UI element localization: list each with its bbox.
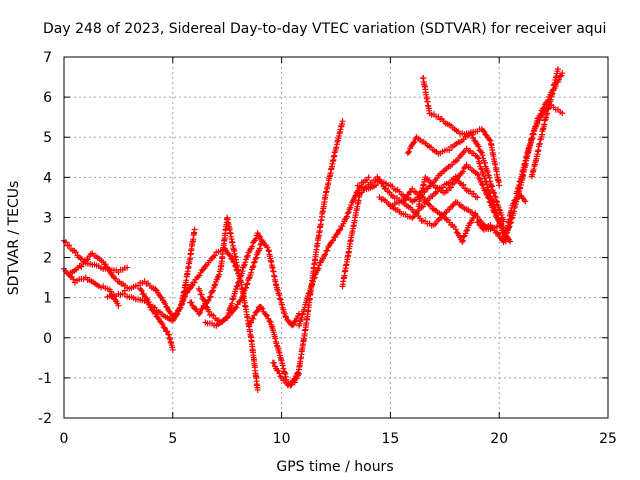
y-tick-label: 2	[43, 251, 52, 267]
x-tick-label: 25	[599, 431, 617, 447]
grid	[64, 57, 608, 418]
x-tick-labels: 0 5 10 15 20 25	[60, 431, 617, 447]
x-tick-label: 20	[490, 431, 508, 447]
x-tick-label: 10	[273, 431, 291, 447]
series-track-13	[296, 174, 372, 329]
y-axis-label: SDTVAR / TECUs	[6, 181, 22, 296]
series-track-03	[67, 250, 128, 289]
plus-markers	[415, 161, 514, 245]
series-track-18	[404, 129, 507, 225]
x-axis-label: GPS time / hours	[276, 459, 393, 475]
y-tick-label: 4	[43, 170, 52, 186]
y-tick-label: -2	[38, 411, 52, 427]
series-track-20	[420, 75, 503, 189]
y-tick-label: 3	[43, 210, 52, 226]
y-tick-label: 6	[43, 90, 52, 106]
series-track-09	[195, 238, 266, 326]
plus-markers	[420, 75, 503, 189]
plus-markers	[202, 230, 303, 329]
x-tick-label: 5	[168, 431, 177, 447]
plus-markers	[195, 238, 266, 326]
y-tick-label: 1	[43, 291, 52, 307]
plus-markers	[430, 205, 479, 245]
plus-markers	[67, 250, 128, 289]
y-tick-labels: -2 -1 0 1 2 3 4 5 6 7	[38, 50, 52, 427]
series-track-10	[202, 230, 303, 329]
series-track-19	[415, 161, 514, 245]
series-track-21	[430, 205, 479, 245]
y-tick-label: 0	[43, 331, 52, 347]
x-tick-label: 0	[60, 431, 69, 447]
x-tick-label: 15	[381, 431, 399, 447]
plot-border	[63, 56, 609, 419]
y-tick-label: 5	[43, 130, 52, 146]
plus-markers	[296, 174, 372, 329]
series-layer	[61, 66, 566, 393]
y-tick-label: 7	[43, 50, 52, 66]
plus-markers	[528, 66, 561, 180]
series-track-25	[528, 66, 561, 180]
chart-title: Day 248 of 2023, Sidereal Day-to-day VTE…	[43, 21, 606, 37]
plus-markers	[404, 129, 507, 225]
y-tick-label: -1	[38, 371, 52, 387]
